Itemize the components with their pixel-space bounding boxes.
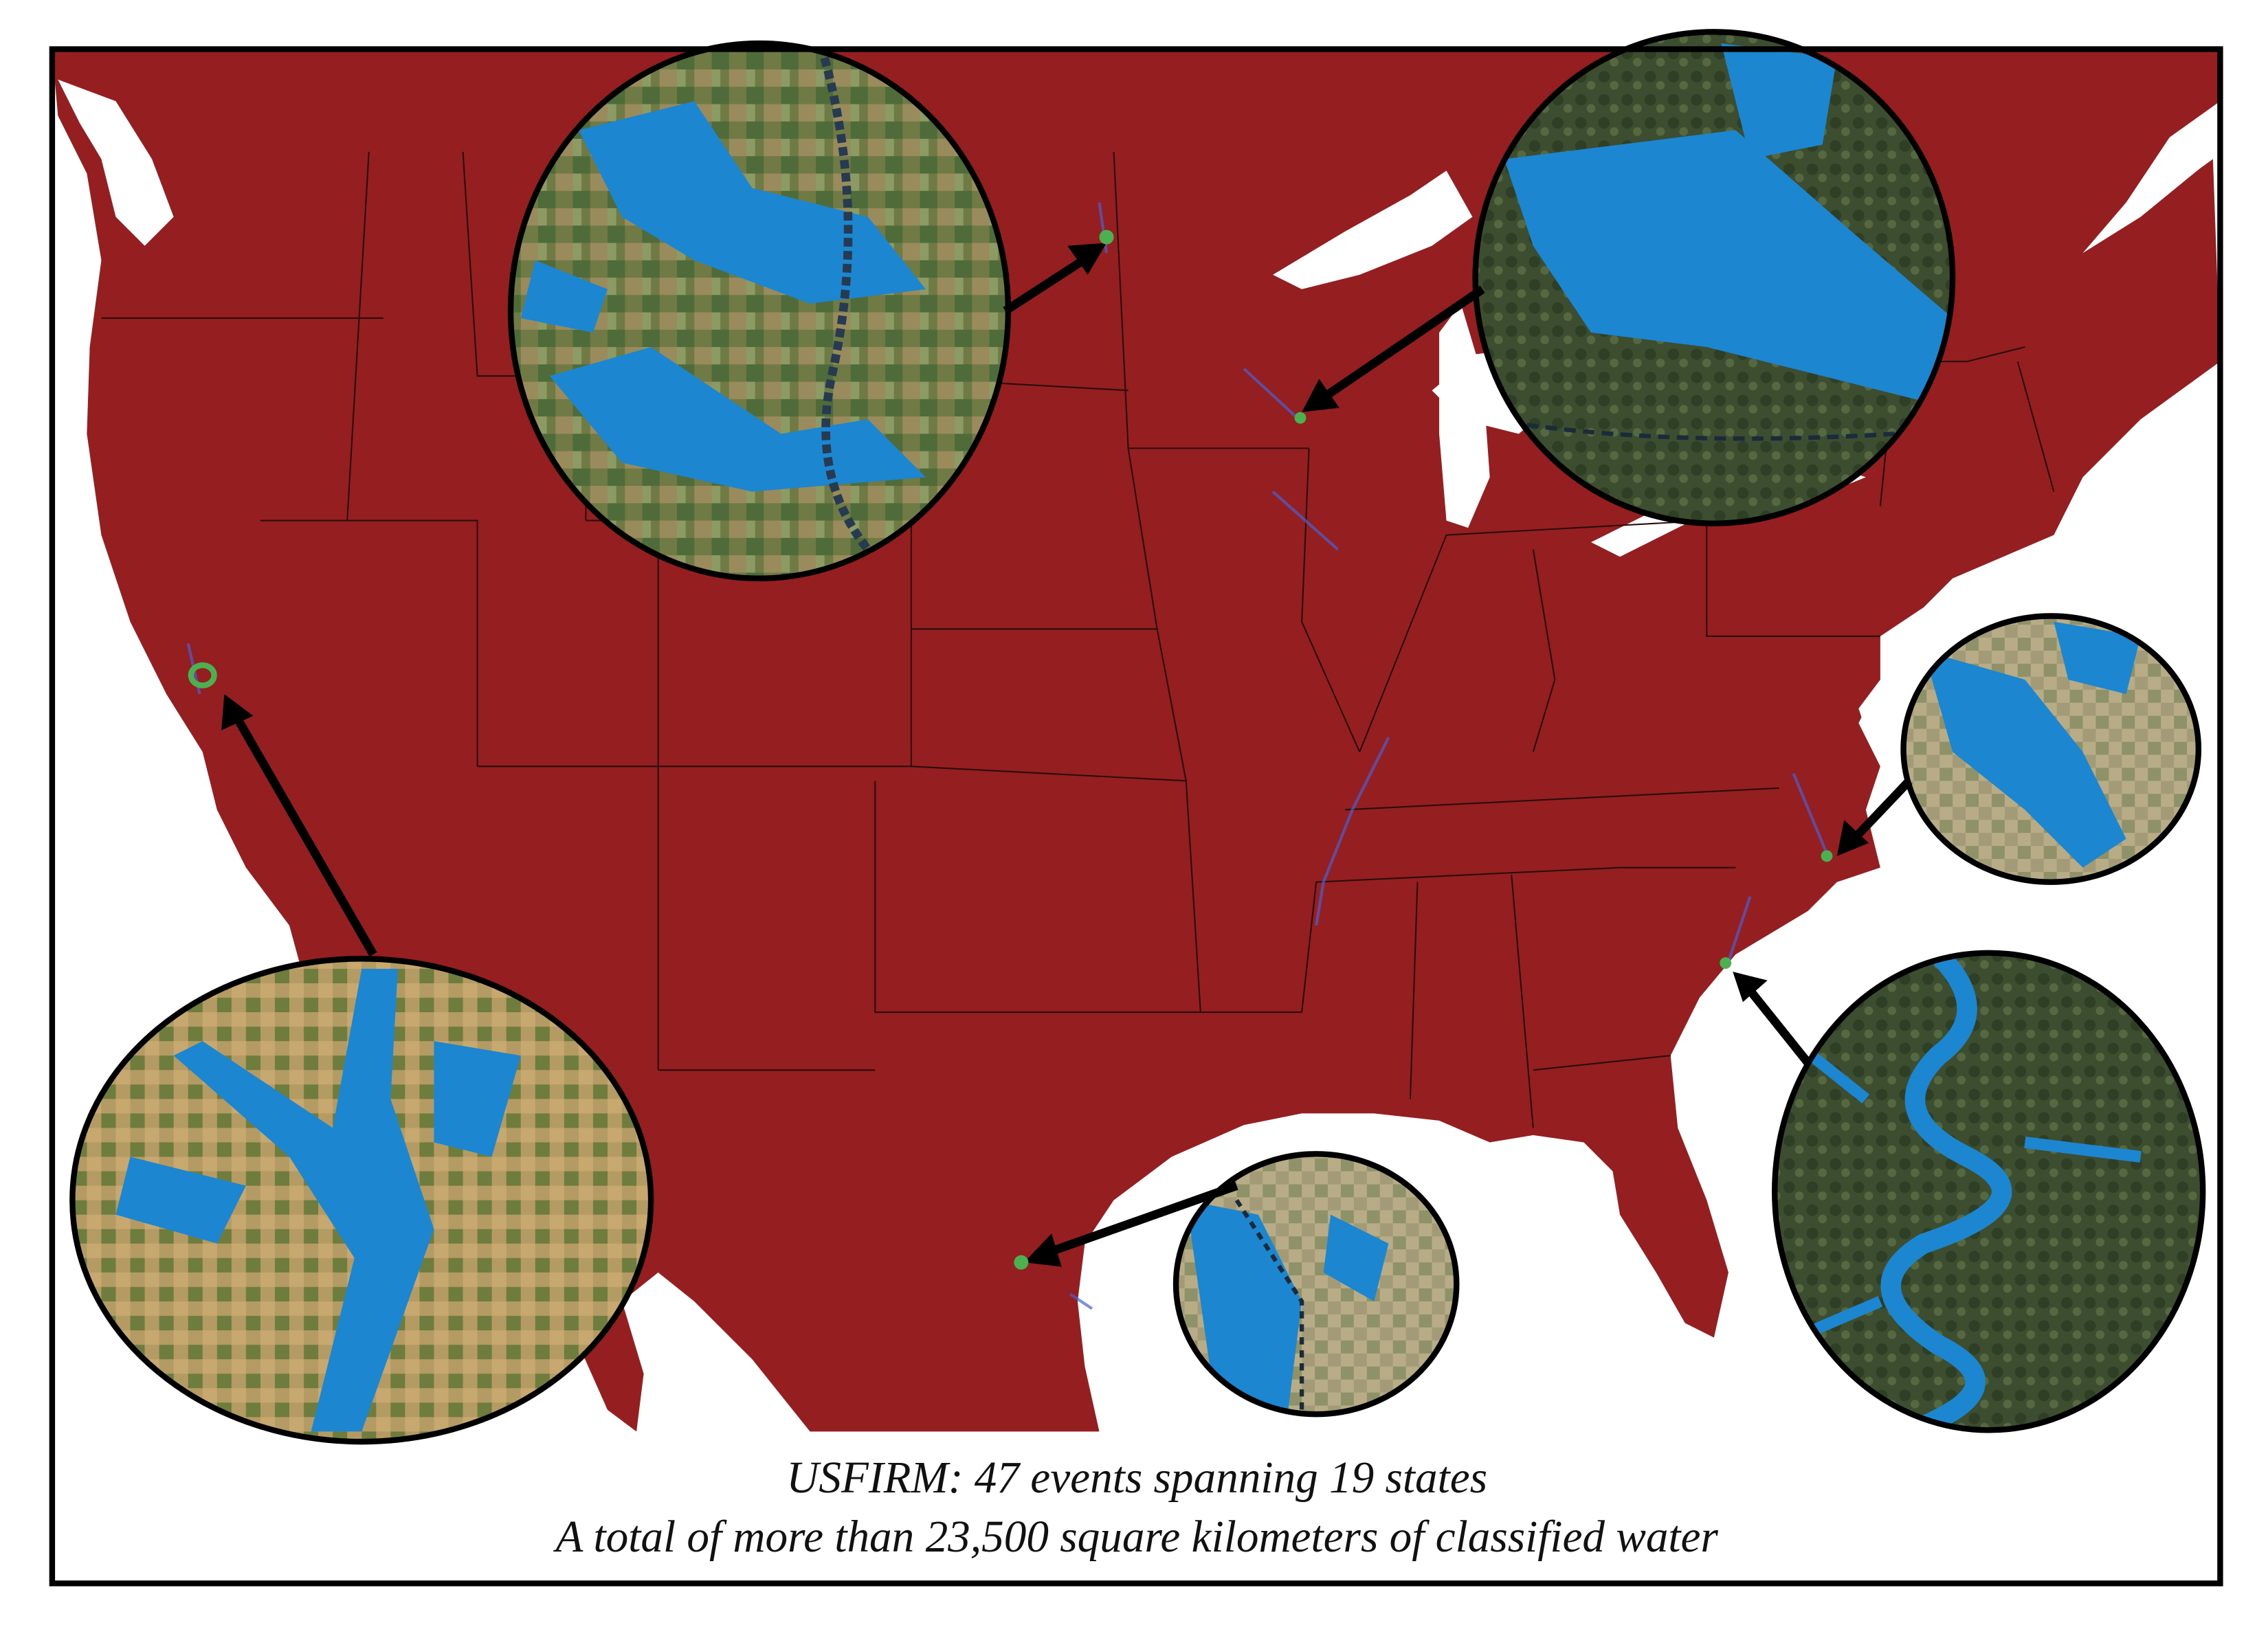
map-shape [1880,952,2012,1431]
inset-5 [1172,1151,1460,1418]
map-shape [1746,987,1812,1066]
inset-3 [1900,613,2202,885]
map-shape [434,1041,521,1157]
map-shape [232,713,377,957]
caption-line: A total of more than 23,500 square kilom… [553,1512,1719,1562]
map-shape [1273,170,1473,289]
map-shape [1924,621,2141,868]
map-shape [1186,1198,1389,1415]
map-shape [520,56,926,552]
map-shape [346,151,370,521]
map-shape [1504,130,1953,405]
map-shape [1014,1255,1029,1270]
inset-6 [69,956,654,1445]
map-shape [1851,778,1913,842]
map-shape [1294,412,1307,424]
map-shape [260,519,478,767]
map-shape [1733,972,1768,1003]
map-shape [1172,1151,1460,1418]
map-shape [1243,368,1300,421]
map-shape [1792,773,1832,861]
map-shape [1047,1181,1238,1257]
map-shape [820,56,871,552]
map-shape [1721,43,1837,159]
map-shape [1321,285,1485,401]
map-shape [188,662,217,689]
map-shape [1271,490,1339,551]
map-shape [1113,151,1187,781]
event-markers [188,230,1833,1270]
map-shape [173,968,434,1432]
map-shape [1067,243,1107,275]
map-shape [1775,952,2203,1431]
map-shape [1720,957,1732,969]
inset-2 [1472,29,1956,527]
map-shape [874,781,1201,1014]
map-shape [1821,850,1833,862]
map-shape [1532,549,1556,752]
map-shape [1533,1055,1671,1071]
map-shape [1409,882,1419,1099]
map-shape [520,260,608,333]
frame [49,46,2223,1587]
map-shape [1302,379,1339,412]
map-shape [1489,417,1895,441]
map-shape [221,694,254,730]
map-shape [2054,621,2141,695]
map-shape [2082,115,2221,254]
map-shape [1772,950,2206,1433]
caption-line: USFIRM: 47 events spanning 19 states [786,1453,1487,1503]
map-shape [1345,787,1779,811]
map-shape [1301,448,1361,752]
inset-4 [1772,950,2206,1433]
map-shape [115,968,521,1432]
map-shape [69,956,654,1445]
map-shape [1069,1292,1093,1310]
map-shape [1945,557,2069,593]
map-shape [1489,43,1953,441]
map-shape [1323,1214,1389,1301]
map-shape [1024,1233,1062,1267]
inset-1 [507,40,1012,581]
map-shape [911,765,1302,1014]
map-shape [2016,361,2055,492]
map-shape [1234,1198,1304,1415]
map-shape [1472,29,1956,527]
map-shape [1301,866,1736,1013]
map-shape [1315,737,1390,926]
map-shape [1003,254,1091,315]
map-shape [549,347,926,492]
map-shape [1900,613,2202,885]
map-shape [578,101,926,304]
map-shape [1858,680,1895,752]
map-shape [115,1156,246,1244]
map-shape [1836,820,1869,856]
map-shape [1099,230,1114,245]
map-shape [1924,650,2126,868]
map-shape [1726,896,1752,963]
arrows [221,243,1913,1267]
map-shape [58,79,174,246]
map-shape [1511,875,1534,1128]
